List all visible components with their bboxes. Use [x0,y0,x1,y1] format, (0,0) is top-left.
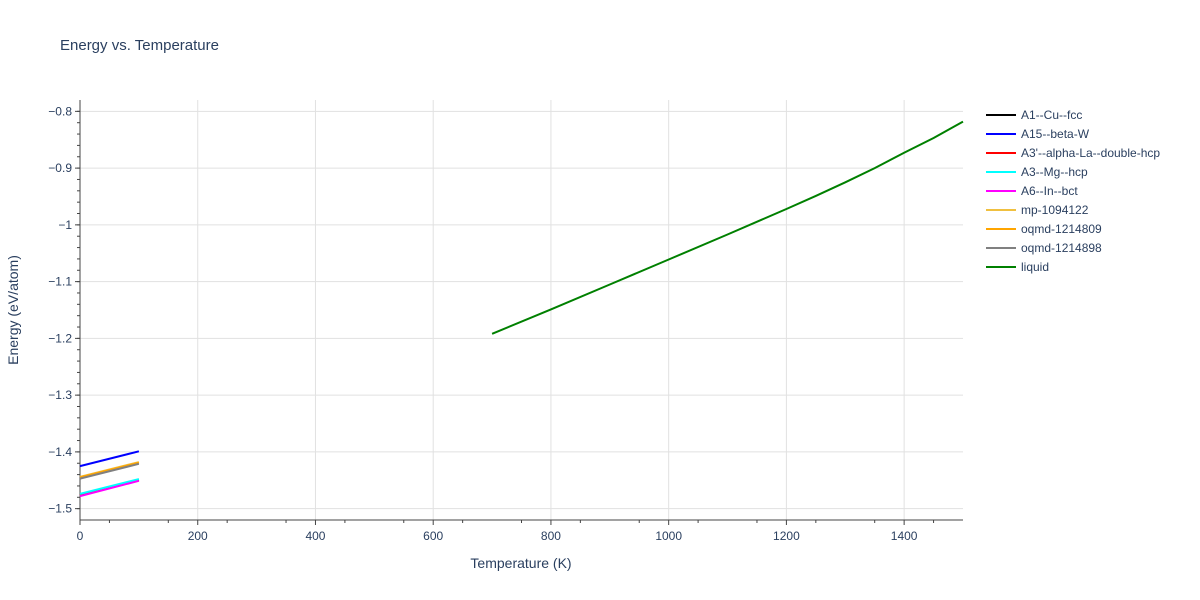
legend-item[interactable]: A1--Cu--fcc [986,108,1082,122]
legend-label: A3'--alpha-La--double-hcp [1021,146,1160,160]
chart-title: Energy vs. Temperature [60,37,219,54]
y-axis-title: Energy (eV/atom) [5,255,21,365]
grid [80,100,963,520]
x-tick-label: 0 [77,529,84,543]
x-tick-label: 600 [423,529,443,543]
legend-item[interactable]: oqmd-1214809 [986,222,1102,236]
y-tick-label: −0.9 [48,161,72,175]
x-axis-title: Temperature (K) [470,555,571,571]
y-tick-label: −1.1 [48,275,72,289]
y-tick-label: −1 [58,218,72,232]
series-line-3[interactable] [79,478,140,495]
legend-item[interactable]: oqmd-1214898 [986,241,1102,255]
y-tick-label: −1.5 [48,502,72,516]
legend-item[interactable]: mp-1094122 [986,203,1089,217]
legend-label: oqmd-1214898 [1021,241,1102,255]
plot-area [79,120,964,498]
legend-label: oqmd-1214809 [1021,222,1102,236]
axes: 0 200 400 600 800 1000 1200 1400 −1.5 −1.4 −1.3 −1.… [48,100,963,543]
series-line-4[interactable] [79,479,140,498]
y-tick-label: −1.2 [48,331,72,345]
series-line-7[interactable] [79,462,140,480]
legend-item[interactable]: A6--In--bct [986,184,1078,198]
y-tick-label: −0.8 [48,104,72,118]
legend-item[interactable]: A3--Mg--hcp [986,165,1088,179]
legend-label: A6--In--bct [1021,184,1078,198]
x-tick-label: 1400 [891,529,918,543]
legend-item[interactable]: A15--beta-W [986,127,1090,141]
legend-label: A3--Mg--hcp [1021,165,1088,179]
x-tick-label: 200 [188,529,208,543]
legend-label: A15--beta-W [1021,127,1090,141]
legend-item[interactable]: liquid [986,260,1049,274]
legend-item[interactable]: A3'--alpha-La--double-hcp [986,146,1160,160]
legend-label: liquid [1021,260,1049,274]
x-tick-label: 1000 [655,529,682,543]
x-tick-label: 400 [305,529,325,543]
y-tick-label: −1.4 [48,445,72,459]
legend[interactable]: A1--Cu--fcc A15--beta-W A3'--alpha-La--dou… [986,108,1160,274]
legend-label: A1--Cu--fcc [1021,108,1082,122]
legend-label: mp-1094122 [1021,203,1089,217]
x-tick-label: 800 [541,529,561,543]
series-line-1[interactable] [79,450,140,468]
series-line-6[interactable] [79,461,140,479]
series-line-8[interactable] [491,120,964,335]
x-tick-label: 1200 [773,529,800,543]
y-tick-label: −1.3 [48,388,72,402]
